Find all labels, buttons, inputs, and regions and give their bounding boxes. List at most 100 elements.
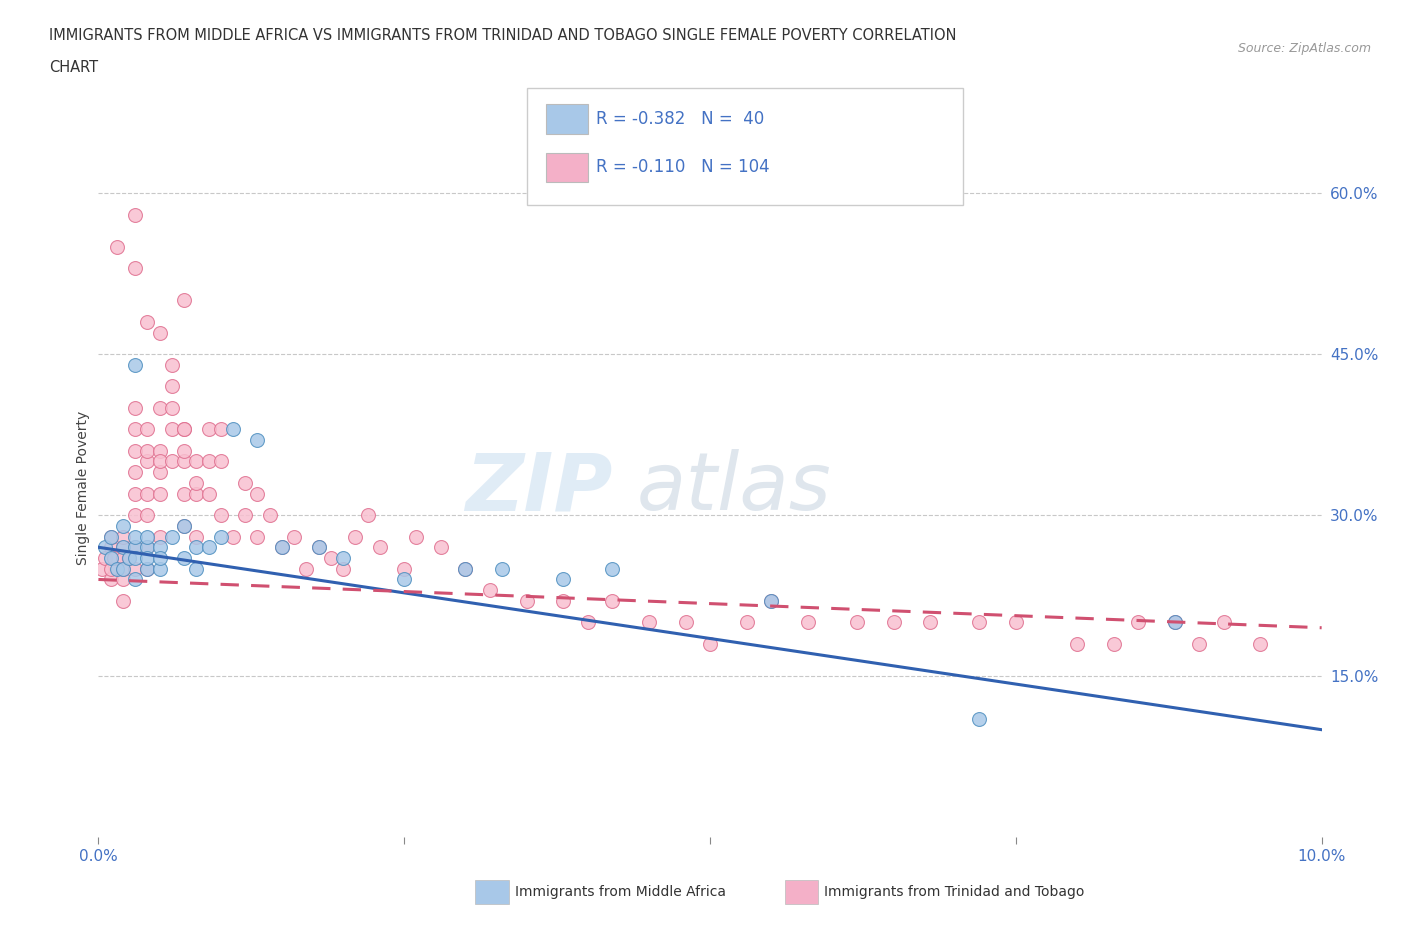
Point	[136, 539, 159, 554]
Point	[344, 529, 367, 544]
Point	[392, 562, 416, 577]
Point	[209, 529, 232, 544]
Point	[111, 572, 134, 587]
Text: R = -0.382   N =  40: R = -0.382 N = 40	[596, 110, 765, 128]
Point	[553, 593, 575, 608]
Point	[136, 539, 159, 554]
Point	[491, 562, 513, 577]
Point	[111, 562, 134, 577]
Point	[209, 454, 232, 469]
Point	[173, 486, 195, 501]
Point	[186, 539, 208, 554]
Point	[149, 551, 172, 565]
Text: Immigrants from Trinidad and Tobago: Immigrants from Trinidad and Tobago	[824, 884, 1084, 899]
Text: atlas: atlas	[637, 449, 831, 527]
Point	[149, 529, 172, 544]
Point	[149, 486, 172, 501]
Text: IMMIGRANTS FROM MIDDLE AFRICA VS IMMIGRANTS FROM TRINIDAD AND TOBAGO SINGLE FEMA: IMMIGRANTS FROM MIDDLE AFRICA VS IMMIGRA…	[49, 28, 956, 43]
Point	[186, 454, 208, 469]
Point	[308, 539, 330, 554]
Point	[173, 293, 195, 308]
Point	[124, 422, 146, 437]
Point	[111, 518, 134, 533]
Point	[1164, 615, 1187, 630]
Point	[160, 357, 183, 372]
Point	[478, 583, 501, 598]
Point	[100, 572, 122, 587]
Point	[100, 551, 122, 565]
Point	[233, 475, 256, 490]
Point	[105, 239, 128, 254]
Point	[136, 551, 159, 565]
Point	[149, 444, 172, 458]
Point	[111, 593, 134, 608]
Point	[576, 615, 599, 630]
Point	[392, 572, 416, 587]
Point	[637, 615, 661, 630]
Point	[173, 551, 195, 565]
Point	[93, 539, 115, 554]
Point	[136, 444, 159, 458]
Point	[100, 529, 122, 544]
Point	[197, 454, 219, 469]
Point	[319, 551, 342, 565]
Point	[124, 539, 146, 554]
Point	[160, 454, 183, 469]
Point	[197, 539, 219, 554]
Point	[332, 562, 354, 577]
Point	[173, 422, 195, 437]
Point	[111, 562, 134, 577]
Point	[1066, 636, 1088, 651]
Point	[124, 529, 146, 544]
Point	[124, 572, 146, 587]
Point	[1249, 636, 1271, 651]
Point	[246, 432, 269, 447]
Point	[91, 562, 114, 577]
Text: ZIP: ZIP	[465, 449, 612, 527]
Point	[124, 400, 146, 415]
Point	[124, 539, 146, 554]
Point	[967, 615, 990, 630]
Point	[160, 400, 183, 415]
Point	[454, 562, 477, 577]
Point	[1004, 615, 1026, 630]
Point	[920, 615, 942, 630]
Point	[136, 508, 159, 523]
Point	[186, 486, 208, 501]
Point	[111, 539, 134, 554]
Point	[124, 465, 146, 480]
Point	[149, 465, 172, 480]
Point	[368, 539, 391, 554]
Point	[270, 539, 292, 554]
Point	[759, 593, 782, 608]
Point	[173, 454, 195, 469]
Point	[735, 615, 758, 630]
Point	[233, 508, 256, 523]
Point	[111, 529, 134, 544]
Point	[283, 529, 305, 544]
Point	[149, 562, 172, 577]
Point	[124, 486, 146, 501]
Point	[136, 486, 159, 501]
Point	[600, 562, 623, 577]
Point	[845, 615, 868, 630]
Point	[124, 551, 146, 565]
Point	[553, 572, 575, 587]
Point	[149, 326, 172, 340]
Point	[270, 539, 292, 554]
Text: Immigrants from Middle Africa: Immigrants from Middle Africa	[515, 884, 725, 899]
Point	[136, 454, 159, 469]
Point	[222, 422, 245, 437]
Point	[124, 508, 146, 523]
Point	[136, 422, 159, 437]
Point	[797, 615, 820, 630]
Point	[1164, 615, 1187, 630]
Point	[699, 636, 721, 651]
Point	[1188, 636, 1211, 651]
Y-axis label: Single Female Poverty: Single Female Poverty	[76, 411, 90, 565]
Point	[405, 529, 427, 544]
Point	[136, 529, 159, 544]
Point	[105, 562, 128, 577]
Point	[1128, 615, 1150, 630]
Point	[967, 711, 990, 726]
